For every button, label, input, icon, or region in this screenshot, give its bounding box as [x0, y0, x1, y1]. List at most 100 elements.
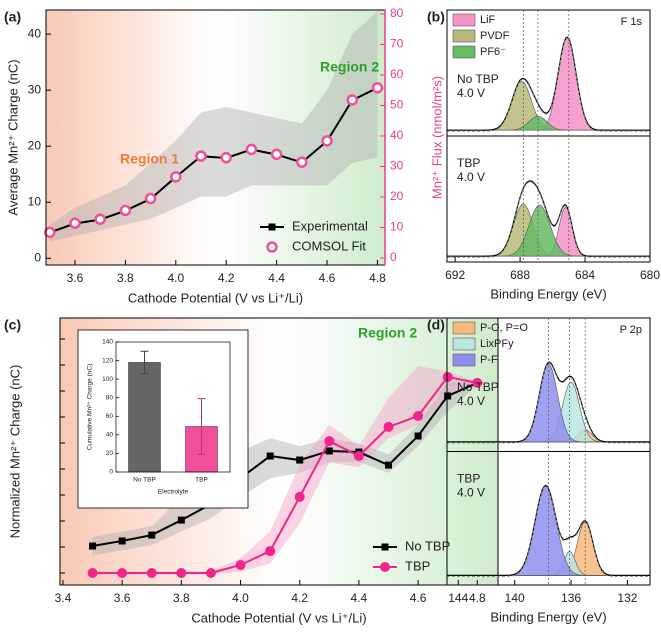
data-point	[235, 559, 246, 570]
legend-label: P-O, P=O	[480, 322, 528, 334]
data-point	[69, 217, 81, 229]
x-tick-label: 692	[445, 268, 465, 282]
x-tick-label: 684	[575, 268, 595, 282]
x-axis-label: Cathode Potential (V vs Li⁺/Li)	[191, 610, 366, 625]
x-tick-label: 680	[640, 268, 660, 282]
legend-marker	[266, 241, 278, 253]
data-point	[325, 447, 333, 455]
data-point	[294, 491, 305, 502]
x-tick-label: 136	[561, 591, 581, 605]
data-point	[321, 135, 333, 147]
inset-y-tick-label: 40	[106, 432, 114, 439]
core-level-label: F 1s	[621, 16, 643, 28]
x-tick-label: 4.8	[469, 591, 486, 605]
sample-label: TBP	[457, 156, 480, 170]
inset-y-tick-label: 60	[106, 413, 114, 420]
data-point	[44, 226, 56, 239]
x-tick-label: 4.0	[167, 271, 184, 285]
x-axis-label: Binding Energy (eV)	[490, 609, 606, 624]
legend-label: LiF	[480, 14, 496, 26]
panel-label: (c)	[4, 317, 21, 333]
data-point	[144, 192, 157, 205]
y2-tick-label: 80	[390, 6, 404, 20]
data-point	[89, 542, 97, 550]
x-tick-label: 3.8	[117, 271, 134, 285]
x-tick-label: 4.2	[218, 271, 235, 285]
inset-y-tick-label: 0	[109, 469, 113, 476]
x-tick-label: 4.0	[232, 591, 249, 605]
x-axis-label: Binding Energy (eV)	[490, 286, 606, 301]
sample-label: No TBP	[457, 380, 499, 394]
legend-swatch	[452, 353, 476, 367]
data-point	[414, 432, 422, 440]
y-tick-label: 30	[28, 82, 42, 96]
inset-plot-frame	[115, 341, 231, 473]
inset-x-label: Electrolyte	[158, 489, 189, 496]
data-point	[324, 436, 335, 447]
inset-y-tick-label: 140	[102, 339, 113, 346]
sample-label: 4.0 V	[457, 86, 485, 100]
y-tick-label: 20	[28, 138, 42, 152]
data-point	[296, 156, 308, 168]
data-point	[195, 150, 207, 162]
legend-label: COMSOL Fit	[292, 238, 366, 253]
x-tick-label: 4.4	[268, 271, 285, 285]
y2-axis-label: Mn²⁺ Flux (nmol/m²s)	[429, 76, 444, 199]
data-point	[170, 171, 182, 183]
error-band	[92, 366, 478, 575]
subplot-frame	[446, 135, 651, 263]
data-point	[117, 567, 128, 578]
y-axis-label: Average Mn²⁺ Charge (nC)	[5, 59, 20, 215]
y-tick-label: 0	[34, 250, 41, 264]
y2-tick-label: 50	[390, 98, 404, 112]
x-tick-label: 3.4	[55, 591, 72, 605]
data-point	[444, 392, 452, 400]
legend-swatch	[452, 45, 476, 59]
legend-marker	[380, 562, 390, 572]
data-point	[383, 421, 394, 432]
legend-label: TBP	[405, 558, 430, 573]
x-tick-label: 4.4	[351, 591, 368, 605]
inset-y-tick-label: 100	[102, 376, 113, 383]
fit-envelope-dashed	[447, 485, 650, 577]
legend-swatch	[452, 13, 476, 27]
y2-tick-label: 20	[390, 189, 404, 203]
error-band	[92, 382, 478, 556]
data-point	[346, 94, 358, 106]
inset-y-tick-label: 120	[102, 357, 113, 364]
fit-envelope-dashed	[447, 181, 650, 258]
bar	[128, 362, 161, 473]
fit-peak	[447, 115, 650, 131]
y2-tick-label: 10	[390, 220, 404, 234]
panel-label: (a)	[4, 9, 21, 25]
fit-envelope	[447, 180, 650, 257]
data-point	[87, 567, 98, 578]
panel-label: (d)	[427, 317, 445, 333]
legend-label: P-F	[480, 354, 498, 366]
legend-swatch	[452, 321, 476, 335]
legend-swatch	[452, 29, 476, 43]
x-tick-label: 688	[510, 268, 530, 282]
data-point	[296, 456, 304, 464]
series-line	[92, 381, 478, 548]
core-level-label: P 2p	[620, 324, 642, 336]
inset-y-label: Cumulative Mn²⁺ Charge (nC)	[87, 364, 94, 451]
legend-marker	[268, 223, 276, 231]
data-point	[146, 567, 157, 578]
data-point	[118, 537, 126, 545]
x-tick-label: 4.2	[291, 591, 308, 605]
y-tick-label: 40	[28, 26, 42, 40]
x-tick-label: 140	[505, 591, 525, 605]
x-tick-label: 4.6	[410, 591, 427, 605]
region-label: Region 1	[120, 151, 179, 167]
x-axis-label: Cathode Potential (V vs Li⁺/Li)	[128, 290, 303, 305]
data-point	[270, 148, 283, 161]
data-point	[353, 451, 364, 462]
legend-swatch	[452, 337, 476, 351]
y2-tick-label: 30	[390, 159, 404, 173]
sample-label: No TBP	[457, 72, 499, 86]
data-point	[265, 546, 276, 557]
data-point	[176, 567, 187, 578]
inset-frame	[77, 329, 249, 509]
